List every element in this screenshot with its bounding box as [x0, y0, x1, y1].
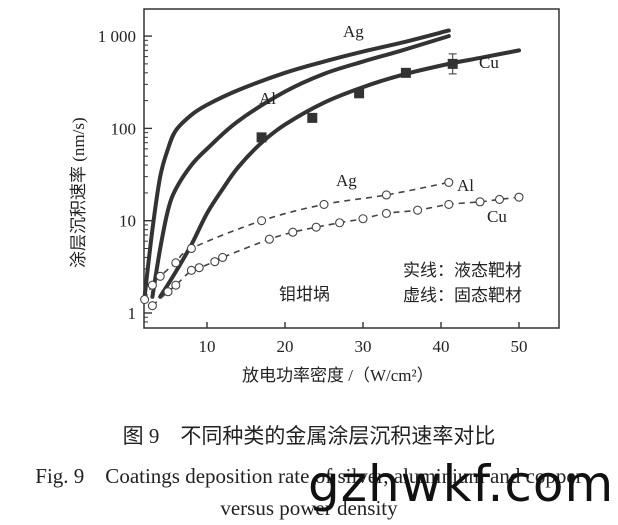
solid-curve [158, 48, 521, 299]
x-tick-label: 30 [355, 337, 372, 356]
square-marker [307, 112, 318, 123]
circle-marker [147, 301, 157, 311]
circle-marker [514, 192, 524, 202]
circle-marker [257, 216, 267, 226]
label-al-liquid: Al [259, 89, 276, 108]
circle-marker [319, 199, 329, 209]
dashed-curve [143, 181, 449, 300]
circle-marker [218, 252, 228, 262]
label-ag-solid: Ag [336, 171, 357, 190]
y-tick-label: 100 [111, 119, 137, 138]
circle-marker [381, 208, 391, 218]
y-axis-title: 涂层沉积速率 (nm/s) [69, 117, 88, 268]
watermark: gzhwkf.com [308, 455, 615, 513]
circle-marker [264, 234, 274, 244]
figure-caption-english-line2: versus power density [220, 496, 398, 520]
legend-dashed-line: 虚线：固态靶材 [403, 286, 522, 305]
deposition-rate-chart: 1 10 100 1 000 10 20 30 40 50 Ag Al Cu Ag Al Cu… [69, 8, 560, 385]
y-tick-label: 1 000 [98, 27, 136, 46]
x-tick-label: 10 [199, 337, 216, 356]
plot-frame [143, 8, 560, 329]
circle-marker [335, 218, 345, 228]
circle-marker [494, 194, 505, 204]
solid-curve [150, 34, 451, 299]
square-marker [256, 132, 267, 143]
figure-caption-chinese: 图 9 不同种类的金属涂层沉积速率对比 [122, 424, 496, 448]
circle-marker [171, 280, 181, 290]
circle-marker [140, 294, 150, 305]
circle-marker [155, 271, 165, 281]
circle-marker [194, 263, 204, 273]
x-tick-label: 20 [277, 337, 294, 356]
series-layer [140, 28, 524, 311]
legend-solid-line: 实线：液态靶材 [403, 261, 522, 280]
x-axis-ticks: 10 20 30 40 50 [199, 322, 528, 356]
circle-marker [147, 280, 157, 290]
x-axis-title: 放电功率密度 /（W/cm²） [242, 366, 434, 385]
circle-marker [163, 287, 173, 297]
circle-marker [444, 199, 454, 209]
label-al-solid: Al [457, 176, 474, 195]
square-marker [447, 58, 458, 69]
circle-marker [475, 197, 485, 207]
figure-caption-english-line1: Fig. 9 Coatings deposition rate of silve… [35, 464, 583, 488]
solid-curve [142, 28, 451, 299]
label-cu-liquid: Cu [479, 53, 499, 72]
x-tick-label: 40 [433, 337, 450, 356]
circle-marker [186, 265, 196, 275]
circle-marker [210, 257, 220, 267]
square-marker [400, 67, 411, 78]
y-axis-ticks: 1 10 100 1 000 [98, 27, 152, 323]
circle-marker [288, 227, 298, 237]
label-cu-solid: Cu [487, 207, 507, 226]
y-tick-label: 10 [119, 212, 136, 231]
circle-marker [186, 243, 196, 254]
circle-marker [171, 258, 181, 268]
circle-marker [358, 214, 368, 224]
y-tick-label: 1 [128, 304, 137, 323]
x-tick-label: 50 [511, 337, 528, 356]
circle-marker [444, 177, 454, 187]
circle-marker [381, 190, 391, 200]
label-ag-liquid: Ag [343, 22, 364, 41]
square-marker [354, 88, 365, 99]
label-crucible: 钼坩埚 [279, 285, 330, 304]
circle-marker [413, 205, 423, 215]
circle-marker [311, 222, 321, 232]
